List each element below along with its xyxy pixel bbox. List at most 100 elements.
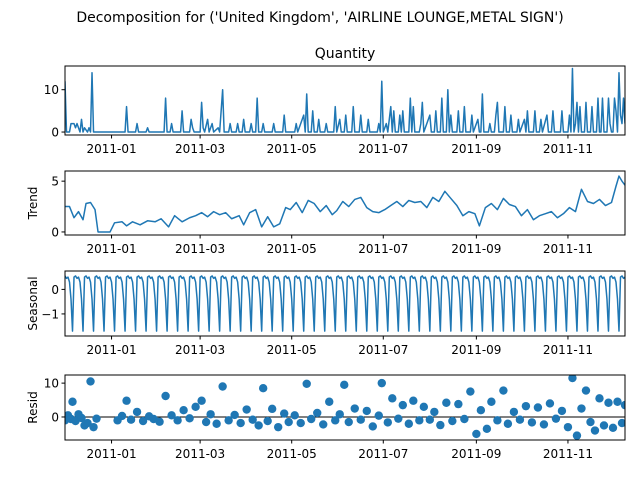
resid-point — [68, 397, 77, 406]
resid-point — [604, 398, 613, 407]
resid-point — [460, 414, 469, 424]
resid-point — [83, 418, 92, 428]
xtick-label: 2011-07 — [358, 142, 408, 156]
resid-point — [325, 397, 334, 406]
axes-frame-seasonal — [64, 270, 626, 337]
resid-point — [206, 410, 215, 419]
resid-point — [586, 417, 595, 427]
xtick-label: 2011-11 — [543, 343, 593, 357]
panel-observed: Quantity 0 10 2011-01 2011-03 2011-05 2011-07 2… — [44, 46, 626, 156]
resid-point — [482, 424, 492, 434]
resid-point — [267, 404, 277, 414]
resid-point — [404, 419, 414, 428]
resid-point — [155, 417, 164, 426]
resid-point — [167, 411, 176, 420]
resid-point — [557, 406, 567, 416]
resid-point — [568, 375, 577, 383]
resid-point — [608, 423, 618, 433]
resid-point — [313, 408, 322, 418]
series-line-seasonal — [65, 275, 625, 332]
xtick-label: 2011-03 — [175, 343, 225, 357]
resid-point — [448, 416, 457, 426]
resid-point — [613, 397, 622, 406]
resid-point — [254, 421, 263, 430]
resid-point — [454, 399, 463, 409]
resid-point — [388, 394, 397, 403]
resid-point — [335, 410, 344, 419]
axes-frame-observed — [64, 65, 626, 136]
xtick-label: 2011-09 — [451, 447, 501, 461]
xtick-label: 2011-01 — [86, 343, 136, 357]
xtick-label: 2011-05 — [267, 242, 317, 256]
resid-point — [419, 402, 429, 412]
axes-frame-trend — [64, 170, 626, 236]
resid-point — [533, 403, 543, 412]
resid-point — [350, 404, 359, 413]
xtick-label: 2011-09 — [451, 242, 501, 256]
resid-point — [368, 422, 377, 431]
resid-point — [595, 394, 604, 403]
resid-point — [476, 406, 486, 415]
resid-point — [117, 411, 127, 421]
resid-point — [331, 416, 340, 425]
resid-point — [284, 417, 293, 427]
resid-point — [503, 419, 513, 428]
resid-point — [425, 415, 435, 424]
resid-point — [122, 396, 131, 405]
resid-point — [398, 400, 407, 410]
resid-point — [344, 417, 353, 427]
ytick-label: 10 — [44, 83, 59, 97]
resid-point — [493, 416, 502, 425]
resid-point — [296, 418, 305, 428]
resid-point — [509, 407, 519, 417]
resid-point — [307, 414, 316, 424]
xtick-label: 2011-07 — [358, 242, 408, 256]
resid-point — [340, 380, 349, 390]
ytick-label: 0 — [51, 126, 59, 140]
resid-point — [173, 416, 182, 425]
resid-point — [132, 407, 142, 417]
data-resid — [65, 375, 625, 440]
ytick-label: 5 — [51, 175, 59, 189]
resid-point — [551, 414, 561, 423]
ylabel-trend: Trend — [26, 187, 40, 221]
resid-point — [86, 377, 95, 386]
resid-point — [563, 422, 573, 432]
resid-point — [263, 416, 272, 426]
resid-point — [356, 415, 365, 424]
resid-point — [77, 413, 86, 423]
resid-point — [415, 416, 424, 425]
resid-point — [362, 406, 371, 416]
resid-point — [581, 386, 591, 395]
resid-point — [527, 418, 537, 427]
resid-point — [191, 402, 200, 412]
resid-point — [185, 414, 194, 423]
xtick-label: 2011-05 — [267, 343, 317, 357]
resid-point — [290, 411, 299, 420]
data-seasonal — [65, 275, 625, 332]
resid-point — [236, 418, 245, 428]
resid-point — [436, 420, 445, 430]
resid-point — [273, 422, 283, 432]
series-line-observed — [65, 67, 625, 133]
resid-point — [280, 409, 289, 418]
resid-point — [302, 379, 311, 388]
xtick-label: 2011-03 — [175, 447, 225, 461]
resid-point — [472, 429, 481, 439]
resid-point — [179, 406, 188, 415]
resid-point — [242, 405, 251, 414]
resid-point — [620, 400, 625, 410]
resid-point — [577, 404, 586, 413]
resid-point — [394, 414, 403, 423]
xtick-label: 2011-01 — [86, 447, 136, 461]
panel-title-observed: Quantity — [315, 46, 376, 62]
xtick-label: 2011-07 — [358, 343, 408, 357]
resid-point — [499, 386, 508, 395]
resid-point — [230, 410, 239, 420]
resid-point — [224, 416, 233, 425]
xtick-label: 2011-07 — [358, 447, 408, 461]
resid-point — [409, 396, 418, 405]
xtick-label: 2011-01 — [86, 142, 136, 156]
resid-point — [212, 419, 221, 428]
